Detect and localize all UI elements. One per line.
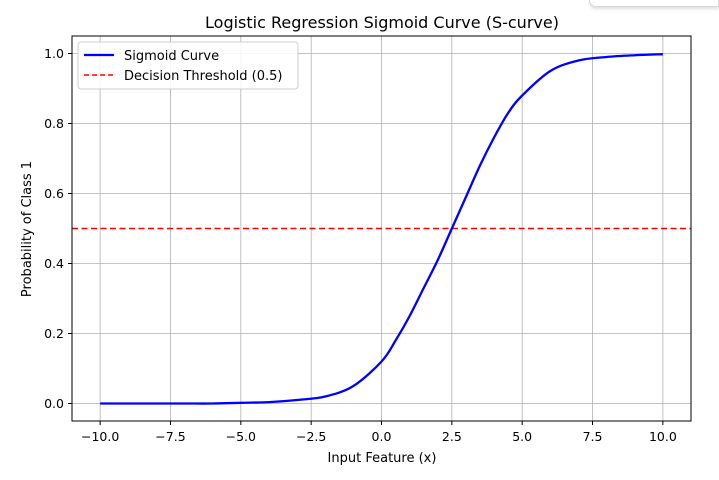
y-tick-label: 0.4	[44, 256, 64, 271]
x-tick-label: −7.5	[155, 429, 185, 444]
legend-label-threshold: Decision Threshold (0.5)	[124, 69, 283, 84]
x-tick-label: −10.0	[81, 429, 119, 444]
x-tick-label: 10.0	[649, 429, 677, 444]
chart-title: Logistic Regression Sigmoid Curve (S-cur…	[205, 13, 559, 32]
x-tick-label: −5.0	[226, 429, 256, 444]
y-tick-label: 1.0	[44, 46, 64, 61]
x-axis-ticks: −10.0 −7.5 −5.0 −2.5 0.0 2.5 5.0 7.5 10.0	[81, 421, 677, 444]
y-axis-ticks: 0.0 0.2 0.4 0.6 0.8 1.0	[44, 46, 72, 411]
y-tick-label: 0.8	[44, 116, 64, 131]
x-tick-label: 7.5	[583, 429, 603, 444]
y-tick-label: 0.0	[44, 396, 64, 411]
sigmoid-curve	[100, 53, 663, 405]
x-tick-label: −2.5	[296, 429, 326, 444]
window-corner-widget	[589, 0, 719, 7]
y-tick-label: 0.2	[44, 326, 64, 341]
legend: Sigmoid Curve Decision Threshold (0.5)	[77, 41, 299, 90]
legend-label-sigmoid: Sigmoid Curve	[124, 49, 219, 64]
x-tick-label: 5.0	[512, 429, 532, 444]
x-tick-label: 0.0	[372, 429, 392, 444]
x-tick-label: 2.5	[442, 429, 462, 444]
legend-box	[77, 41, 299, 90]
x-axis-label: Input Feature (x)	[328, 451, 437, 466]
y-tick-label: 0.6	[44, 186, 64, 201]
y-axis-label: Probability of Class 1	[20, 161, 35, 297]
series-layer	[72, 53, 691, 405]
